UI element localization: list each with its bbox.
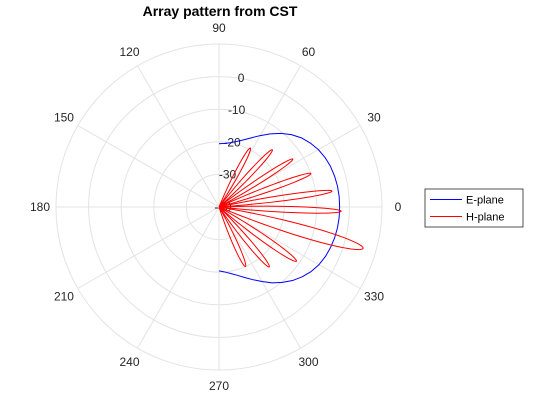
legend-box <box>424 188 524 228</box>
chart-title: Array pattern from CST <box>143 3 298 19</box>
legend-label-h-plane: H-plane <box>466 212 505 224</box>
angle-tick-label: 210 <box>54 290 74 304</box>
series-lines <box>218 132 364 284</box>
angle-tick-label: 330 <box>364 290 384 304</box>
series-line-h-plane <box>218 147 364 268</box>
grid-spoke <box>137 206 220 349</box>
grid-spoke <box>77 125 220 208</box>
grid-spoke <box>77 206 220 289</box>
angle-tick-label: 180 <box>30 200 50 214</box>
angle-tick-label: 0 <box>395 200 402 214</box>
angle-tick-label: 120 <box>119 45 139 59</box>
angle-tick-label: 150 <box>54 111 74 125</box>
grid-spoke <box>218 65 301 208</box>
angle-tick-label: 240 <box>119 355 139 369</box>
grid-spoke <box>218 206 301 349</box>
series-line-e-plane <box>218 132 341 284</box>
polar-grid <box>55 43 383 371</box>
angle-tick-label: 60 <box>302 45 316 59</box>
legend-label-e-plane: E-plane <box>466 195 504 207</box>
angle-tick-label: 90 <box>212 21 226 35</box>
angle-tick-labels: 0 30 60 90 120 150 180 210 240 270 300 330 <box>30 21 402 393</box>
angle-tick-label: 300 <box>298 355 318 369</box>
grid-spoke <box>137 65 220 208</box>
radial-tick-label: -10 <box>228 103 246 117</box>
legend: E-plane H-plane <box>424 188 524 228</box>
radial-tick-label: 0 <box>238 71 245 85</box>
angle-tick-label: 30 <box>367 111 381 125</box>
angle-tick-label: 270 <box>209 379 229 393</box>
